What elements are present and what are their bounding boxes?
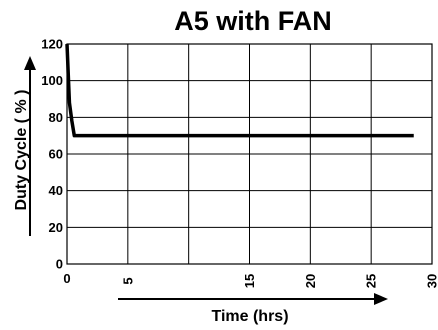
x-tick-label-4: 25 xyxy=(364,274,379,288)
chart-title: A5 with FAN xyxy=(174,6,332,36)
y-axis-arrow xyxy=(24,56,36,236)
y-tick-label-6: 120 xyxy=(41,37,63,52)
x-axis-label: Time (hrs) xyxy=(211,308,288,325)
x-tick-label-2: 15 xyxy=(242,274,257,288)
y-tick-label-0: 0 xyxy=(56,257,63,272)
y-axis-label: Duty Cycle ( % ) xyxy=(13,90,30,211)
series-line xyxy=(65,43,414,138)
y-tick-label-1: 20 xyxy=(49,220,63,235)
x-axis-arrow-head xyxy=(374,293,388,305)
y-tick-labels: 0 20 40 60 80 100 120 xyxy=(41,37,63,272)
x-tick-labels: 0 5 15 20 25 30 xyxy=(63,271,438,288)
grid xyxy=(66,43,433,265)
y-tick-label-4: 80 xyxy=(49,110,63,125)
x-tick-label-3: 20 xyxy=(303,274,318,288)
y-tick-label-5: 100 xyxy=(41,73,63,88)
x-tick-label-0: 0 xyxy=(63,271,70,286)
x-tick-label-1: 5 xyxy=(120,277,135,284)
x-tick-label-5: 30 xyxy=(425,274,438,288)
y-tick-label-2: 40 xyxy=(49,183,63,198)
plot-frame xyxy=(66,43,433,265)
y-tick-label-3: 60 xyxy=(49,147,63,162)
x-axis-arrow xyxy=(118,293,388,305)
y-axis-arrow-head xyxy=(24,56,36,70)
